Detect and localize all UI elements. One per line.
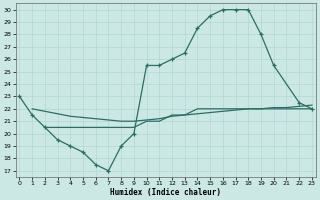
X-axis label: Humidex (Indice chaleur): Humidex (Indice chaleur)	[110, 188, 221, 197]
